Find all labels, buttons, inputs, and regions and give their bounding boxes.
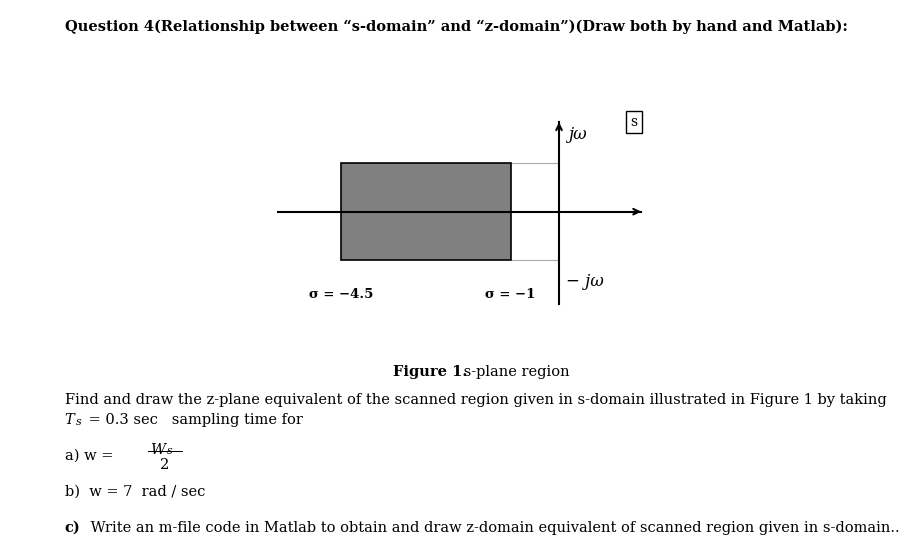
Text: Figure 1.: Figure 1.: [393, 365, 467, 379]
Text: W: W: [150, 443, 164, 457]
Text: b)  w = 7  rad / sec: b) w = 7 rad / sec: [65, 485, 205, 499]
Text: = 0.3 sec   sampling time for: = 0.3 sec sampling time for: [84, 413, 303, 427]
Text: σ = −4.5: σ = −4.5: [309, 287, 373, 301]
Text: jω: jω: [567, 125, 587, 143]
Text: s: s: [167, 446, 173, 456]
Bar: [341, 163, 510, 260]
Text: a) w =: a) w =: [65, 448, 117, 462]
Text: Question 4(Relationship between “s-domain” and “z-domain”)(Draw both by hand and: Question 4(Relationship between “s-domai…: [65, 19, 847, 34]
Text: s-plane region: s-plane region: [459, 365, 570, 379]
Text: s: s: [76, 417, 81, 427]
Text: 2: 2: [160, 458, 169, 472]
Text: − jω: − jω: [566, 273, 604, 291]
Text: T: T: [65, 413, 75, 427]
Text: Write an m-file code in Matlab to obtain and draw z-domain equivalent of scanned: Write an m-file code in Matlab to obtain…: [86, 521, 900, 535]
Text: Find and draw the z-plane equivalent of the scanned region given in s-domain ill: Find and draw the z-plane equivalent of …: [65, 393, 886, 407]
Text: s: s: [631, 115, 638, 129]
Text: c): c): [65, 521, 80, 535]
Text: σ = −1: σ = −1: [485, 287, 536, 301]
